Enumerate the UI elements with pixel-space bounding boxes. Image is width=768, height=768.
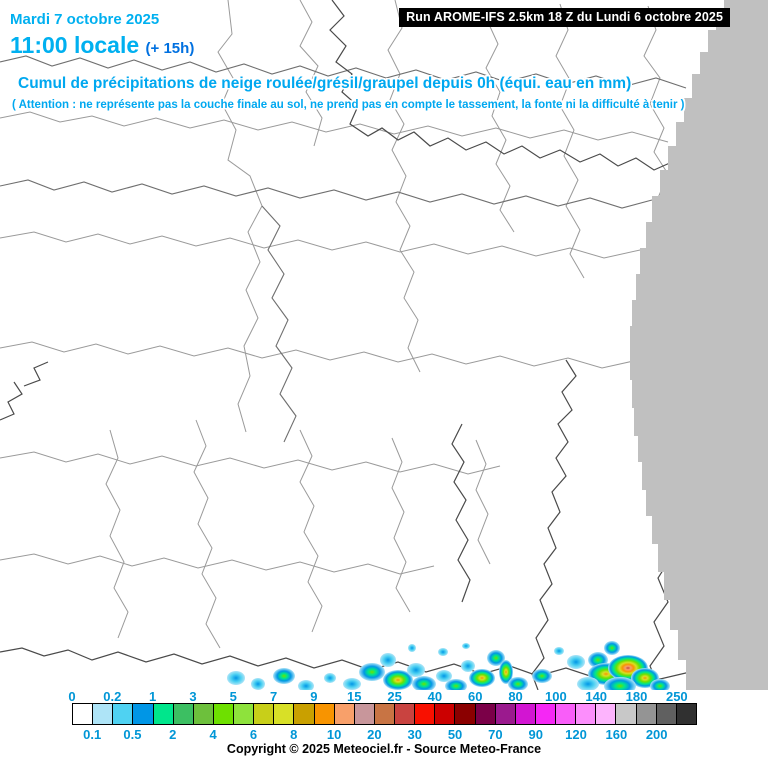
scale-tick-label: 3 — [189, 689, 196, 704]
scale-tick-label: 8 — [290, 727, 297, 742]
color-swatch — [234, 704, 254, 724]
color-swatch — [294, 704, 314, 724]
color-swatch — [596, 704, 616, 724]
color-scale-bar[interactable] — [72, 703, 697, 725]
color-swatch — [174, 704, 194, 724]
valid-time-value: 11:00 locale — [10, 32, 139, 58]
color-swatch — [536, 704, 556, 724]
scale-tick-label: 0 — [68, 689, 75, 704]
color-swatch — [113, 704, 133, 724]
color-swatch — [335, 704, 355, 724]
scale-tick-label: 0.1 — [83, 727, 101, 742]
model-run-banner: Run AROME-IFS 2.5km 18 Z du Lundi 6 octo… — [399, 8, 730, 27]
color-swatch — [657, 704, 677, 724]
scale-tick-label: 10 — [327, 727, 341, 742]
scale-tick-label: 160 — [605, 727, 627, 742]
color-swatch — [677, 704, 696, 724]
color-swatch — [355, 704, 375, 724]
color-swatch — [637, 704, 657, 724]
map-canvas[interactable]: Mardi 7 octobre 2025 11:00 locale (+ 15h… — [0, 0, 768, 690]
scale-tick-label: 5 — [230, 689, 237, 704]
color-swatch — [93, 704, 113, 724]
department-borders — [0, 0, 676, 648]
scale-tick-label: 2 — [169, 727, 176, 742]
scale-tick-label: 25 — [387, 689, 401, 704]
scale-tick-label: 9 — [310, 689, 317, 704]
lead-time-label: (+ 15h) — [146, 40, 195, 57]
scale-tick-label: 0.2 — [103, 689, 121, 704]
color-swatch — [556, 704, 576, 724]
color-swatch — [476, 704, 496, 724]
color-swatch — [73, 704, 93, 724]
copyright-label: Copyright © 2025 Meteociel.fr - Source M… — [227, 742, 541, 756]
valid-date-label: Mardi 7 octobre 2025 — [10, 11, 159, 28]
scale-tick-label: 40 — [428, 689, 442, 704]
color-swatch — [315, 704, 335, 724]
scale-tick-label: 20 — [367, 727, 381, 742]
legend-area: 0 0.2 1 3 5 7 9 15 25 40 60 80 100 140 180 250 0.1 0.5 2 4… — [0, 690, 768, 768]
scale-tick-label: 15 — [347, 689, 361, 704]
scale-tick-label: 120 — [565, 727, 587, 742]
weather-map-page: Mardi 7 octobre 2025 11:00 locale (+ 15h… — [0, 0, 768, 768]
scale-tick-label: 90 — [528, 727, 542, 742]
scale-tick-label: 70 — [488, 727, 502, 742]
color-swatch — [455, 704, 475, 724]
color-swatch — [274, 704, 294, 724]
scale-tick-label: 30 — [408, 727, 422, 742]
scale-tick-label: 0.5 — [123, 727, 141, 742]
scale-tick-label: 180 — [626, 689, 648, 704]
scale-tick-label: 1 — [149, 689, 156, 704]
color-swatch — [375, 704, 395, 724]
scale-tick-label: 6 — [250, 727, 257, 742]
scale-tick-label: 50 — [448, 727, 462, 742]
color-swatch — [194, 704, 214, 724]
color-swatch — [133, 704, 153, 724]
color-swatch — [576, 704, 596, 724]
scale-tick-label: 100 — [545, 689, 567, 704]
color-swatch — [154, 704, 174, 724]
color-swatch — [214, 704, 234, 724]
color-swatch — [516, 704, 536, 724]
scale-tick-label: 4 — [210, 727, 217, 742]
color-swatch — [496, 704, 516, 724]
color-swatch — [395, 704, 415, 724]
parameter-warning: ( Attention : ne représente pas la couch… — [12, 99, 684, 111]
color-swatch — [415, 704, 435, 724]
color-swatch — [254, 704, 274, 724]
valid-time-label: 11:00 locale (+ 15h) — [10, 32, 194, 59]
color-swatch — [616, 704, 636, 724]
scale-tick-label: 250 — [666, 689, 688, 704]
region-borders — [0, 56, 686, 442]
scale-tick-label: 140 — [585, 689, 607, 704]
scale-tick-label: 200 — [646, 727, 668, 742]
scale-tick-label: 60 — [468, 689, 482, 704]
parameter-title: Cumul de précipitations de neige roulée/… — [18, 75, 631, 93]
color-scale[interactable]: 00.2135791525406080100140180250 0.10.524… — [72, 703, 697, 725]
color-swatch — [435, 704, 455, 724]
scale-tick-label: 80 — [508, 689, 522, 704]
scale-tick-label: 7 — [270, 689, 277, 704]
